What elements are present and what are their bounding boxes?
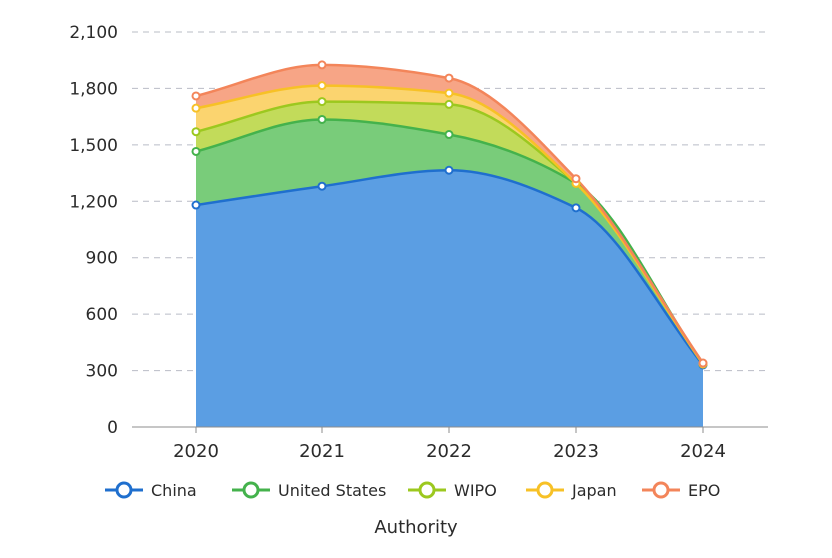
point-epo[interactable] — [446, 75, 453, 82]
y-tick-label: 0 — [107, 418, 118, 438]
legend: China United States WIPO Japan EPO — [105, 481, 720, 500]
legend-label: China — [151, 481, 197, 500]
point-epo[interactable] — [193, 92, 200, 99]
y-tick-label: 600 — [86, 305, 118, 325]
legend-item-china[interactable]: China — [105, 481, 197, 500]
y-tick-label: 1,200 — [69, 192, 118, 212]
x-axis-label: Authority — [374, 517, 458, 538]
y-tick-label: 1,800 — [69, 79, 118, 99]
legend-swatch-marker — [117, 483, 131, 497]
legend-item-japan[interactable]: Japan — [526, 481, 617, 500]
point-united-states[interactable] — [193, 148, 200, 155]
point-united-states[interactable] — [446, 131, 453, 138]
x-tick-label: 2020 — [173, 441, 219, 462]
legend-swatch-marker — [244, 483, 258, 497]
point-china[interactable] — [319, 183, 326, 190]
point-wipo[interactable] — [193, 128, 200, 135]
stacked-area-chart: 0 300 600 900 1,200 1,500 1,800 2,100 2020 2021 20… — [0, 0, 832, 558]
legend-item-wipo[interactable]: WIPO — [408, 481, 497, 500]
legend-swatch-marker — [538, 483, 552, 497]
point-united-states[interactable] — [319, 116, 326, 123]
legend-label: WIPO — [454, 481, 497, 500]
y-tick-label: 900 — [86, 249, 118, 269]
legend-label: United States — [278, 481, 386, 500]
x-tick-label: 2021 — [299, 441, 345, 462]
x-tick-label: 2023 — [553, 441, 599, 462]
legend-item-epo[interactable]: EPO — [642, 481, 720, 500]
point-wipo[interactable] — [319, 98, 326, 105]
legend-label: EPO — [688, 481, 720, 500]
legend-item-united-states[interactable]: United States — [232, 481, 386, 500]
y-tick-label: 1,500 — [69, 136, 118, 156]
y-tick-label: 2,100 — [69, 23, 118, 43]
legend-swatch-marker — [654, 483, 668, 497]
point-japan[interactable] — [319, 82, 326, 89]
chart: 0 300 600 900 1,200 1,500 1,800 2,100 2020 2021 20… — [0, 0, 832, 558]
legend-swatch-marker — [420, 483, 434, 497]
point-epo[interactable] — [573, 175, 580, 182]
point-japan[interactable] — [446, 90, 453, 97]
area-china — [196, 170, 703, 427]
legend-label: Japan — [571, 481, 617, 500]
x-tick-label: 2022 — [426, 441, 472, 462]
point-china[interactable] — [446, 167, 453, 174]
point-china[interactable] — [193, 202, 200, 209]
x-tick-label: 2024 — [680, 441, 726, 462]
point-japan[interactable] — [193, 105, 200, 112]
point-wipo[interactable] — [446, 101, 453, 108]
point-china[interactable] — [573, 204, 580, 211]
point-epo[interactable] — [319, 61, 326, 68]
point-epo[interactable] — [700, 360, 707, 367]
y-tick-label: 300 — [86, 362, 118, 382]
